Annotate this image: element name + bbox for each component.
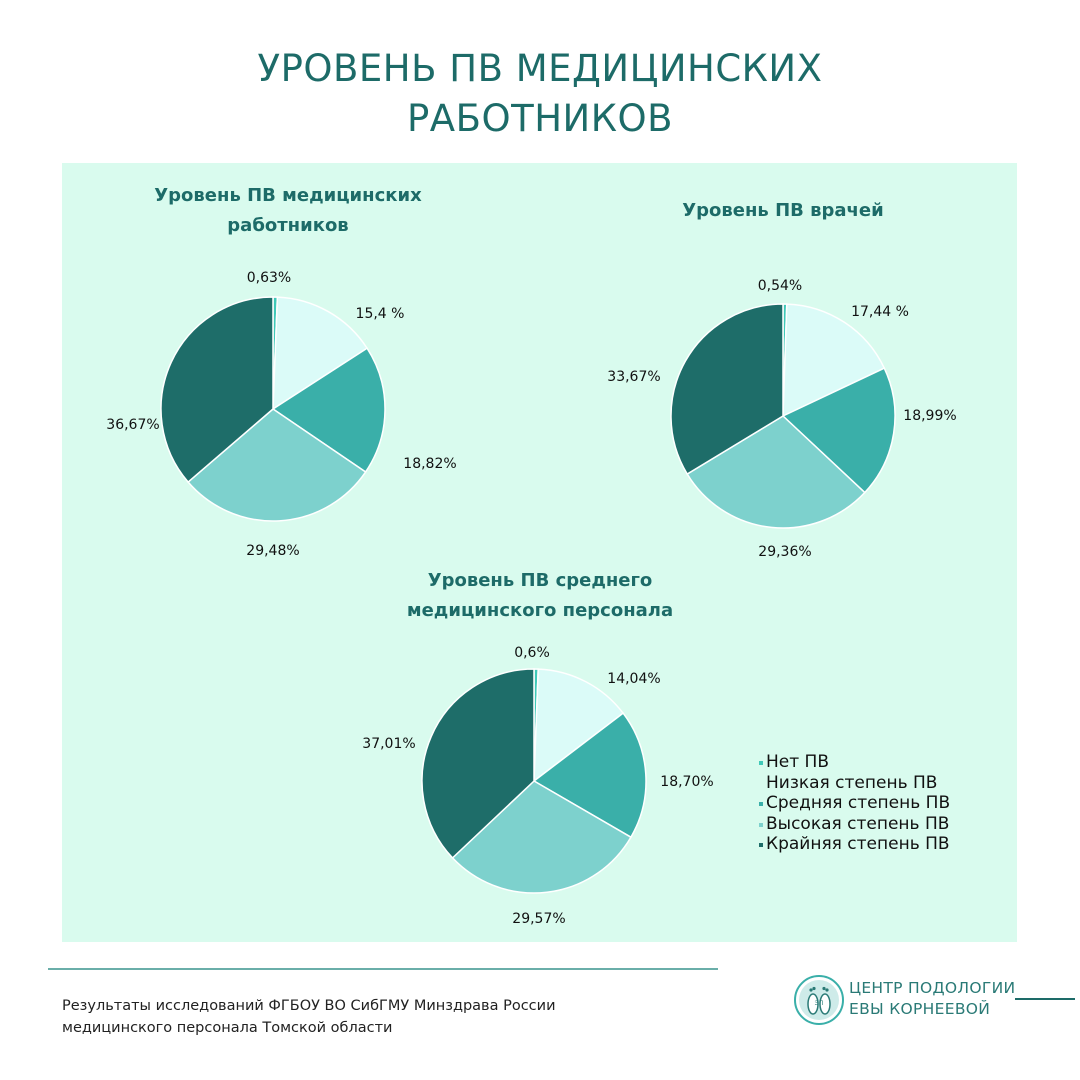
chart-3-slice-nizkaya <box>533 668 625 783</box>
page-title: УРОВЕНЬ ПВ МЕДИЦИНСКИХ РАБОТНИКОВ <box>0 44 1080 144</box>
chart-2-label-vysokaya: 29,36% <box>758 544 811 560</box>
logo-text: ЦЕНТР ПОДОЛОГИИ ЕВЫ КОРНЕЕВОЙ <box>849 978 1015 1020</box>
legend-swatch <box>759 802 763 806</box>
chart-1-title: Уровень ПВ медицинских работников <box>118 181 458 241</box>
footer-line-2: медицинского персонала Томской области <box>62 1020 393 1036</box>
logo-line-2: ЕВЫ КОРНЕЕВОЙ <box>849 1000 991 1018</box>
chart-2-label-krainyaya: 33,67% <box>607 369 660 385</box>
legend-item-net-pv: Нет ПВ <box>759 752 950 773</box>
legend-label: Низкая степень ПВ <box>766 772 938 793</box>
footer-line-1: Результаты исследований ФГБОУ ВО СибГМУ … <box>62 998 556 1014</box>
page-title-line-2: РАБОТНИКОВ <box>406 97 673 140</box>
legend-label: Средняя степень ПВ <box>766 793 951 813</box>
chart-1-label-krainyaya: 36,67% <box>106 417 159 433</box>
chart-3-slice-srednyaya <box>532 712 647 839</box>
chart-2-title: Уровень ПВ врачей <box>613 196 953 226</box>
legend-label: Высокая степень ПВ <box>766 813 950 834</box>
legend-label: Крайняя степень ПВ <box>766 834 950 854</box>
legend-item-vysokaya: Высокая степень ПВ <box>759 814 950 835</box>
chart-1-label-net-pv: 0,63% <box>247 270 291 286</box>
chart-3-label-krainyaya: 37,01% <box>362 736 415 752</box>
chart-1-slice-nizkaya <box>272 296 369 411</box>
brand-logo: ЭП ЦЕНТР ПОДОЛОГИИ ЕВЫ КОРНЕЕВОЙ <box>793 974 1018 1028</box>
chart-2-slice-srednyaya <box>781 367 896 494</box>
chart-3-label-nizkaya: 14,04% <box>607 671 660 687</box>
chart-2-label-nizkaya: 17,44 % <box>851 304 909 320</box>
chart-2-label-net-pv: 0,54% <box>758 278 802 294</box>
logo-divider <box>1015 998 1075 1000</box>
chart-1-slice-krainyaya <box>160 296 274 484</box>
legend-item-nizkaya: Низкая степень ПВ <box>759 773 950 794</box>
legend-swatch <box>759 822 763 827</box>
legend-swatch <box>759 782 763 786</box>
legend: Нет ПВ Низкая степень ПВ Средняя степень… <box>759 752 950 855</box>
chart-3-slice-krainyaya <box>421 668 535 859</box>
legend-label: Нет ПВ <box>766 752 829 772</box>
feet-logo-icon: ЭП <box>794 975 844 1025</box>
footer-source: Результаты исследований ФГБОУ ВО СибГМУ … <box>62 995 722 1039</box>
chart-3-title-line-1: Уровень ПВ среднего <box>427 570 653 591</box>
chart-2-slice-krainyaya <box>670 303 784 476</box>
chart-1-title-line-2: работников <box>227 215 349 236</box>
chart-2-title-line-1: Уровень ПВ врачей <box>682 200 884 221</box>
chart-3-label-vysokaya: 29,57% <box>512 911 565 927</box>
footer-divider <box>48 968 718 970</box>
legend-item-srednyaya: Средняя степень ПВ <box>759 793 950 814</box>
chart-1-title-line-1: Уровень ПВ медицинских <box>154 185 422 206</box>
chart-1-label-srednyaya: 18,82% <box>403 456 456 472</box>
chart-3-label-srednyaya: 18,70% <box>660 774 713 790</box>
chart-3-title: Уровень ПВ среднего медицинского персона… <box>370 566 710 626</box>
chart-1-label-nizkaya: 15,4 % <box>356 306 405 322</box>
legend-swatch <box>759 761 763 765</box>
chart-3-label-net-pv: 0,6% <box>514 645 550 661</box>
chart-2-slice-nizkaya <box>782 303 886 418</box>
legend-swatch <box>759 843 763 847</box>
chart-2-slice-vysokaya <box>686 415 866 529</box>
chart-1-slice-vysokaya <box>187 408 367 522</box>
logo-mark-text: ЭП <box>815 1000 824 1007</box>
chart-1-label-vysokaya: 29,48% <box>246 543 299 559</box>
chart-1-slice-srednyaya <box>271 347 386 474</box>
chart-2-label-srednyaya: 18,99% <box>903 408 956 424</box>
page-title-line-1: УРОВЕНЬ ПВ МЕДИЦИНСКИХ <box>257 47 823 90</box>
chart-3-slice-vysokaya <box>451 780 632 894</box>
chart-3-title-line-2: медицинского персонала <box>406 600 674 621</box>
logo-line-1: ЦЕНТР ПОДОЛОГИИ <box>849 979 1016 997</box>
legend-item-krainyaya: Крайняя степень ПВ <box>759 834 950 855</box>
